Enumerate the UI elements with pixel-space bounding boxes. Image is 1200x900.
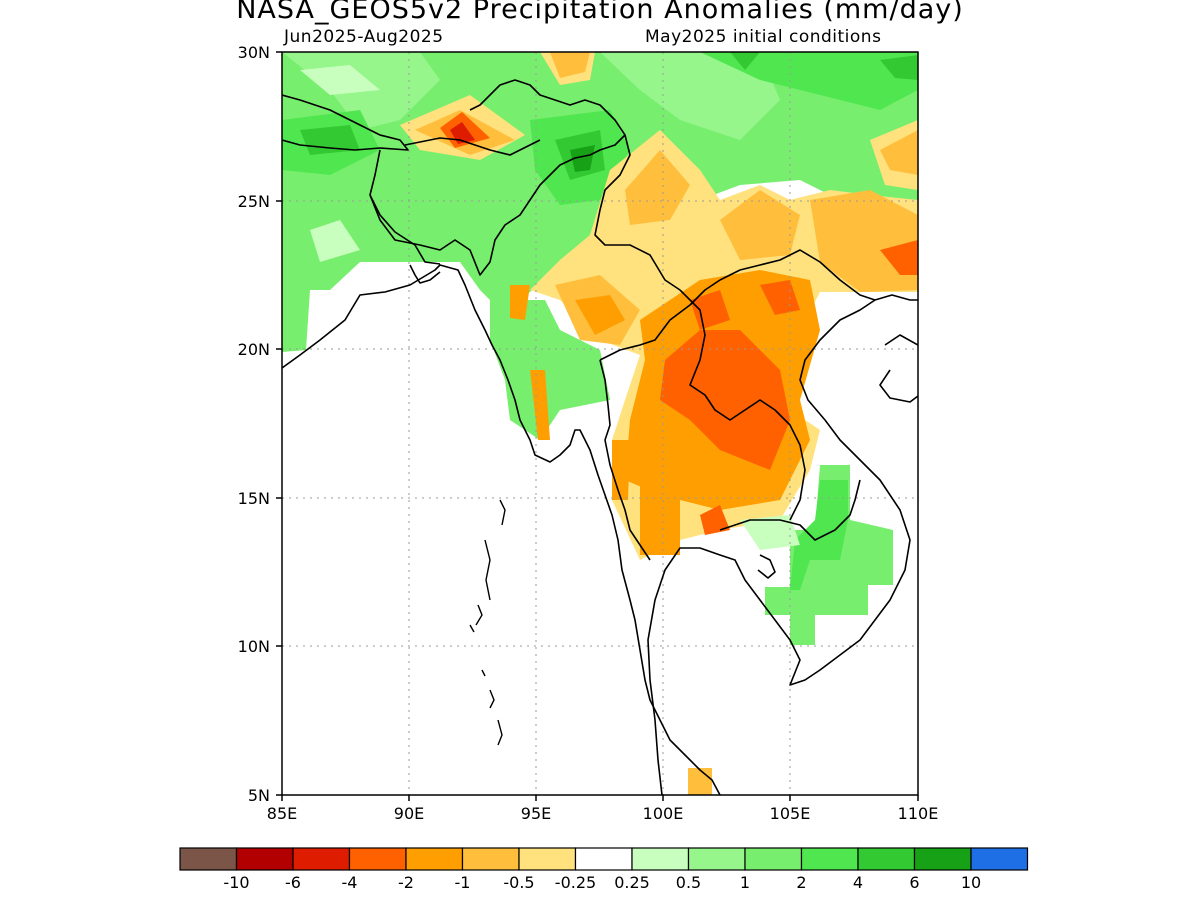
coastline-gulf [647, 294, 918, 795]
forecast-period: Jun2025-Aug2025 [284, 27, 444, 47]
border-vietnam [719, 249, 876, 301]
colorbar-label: -4 [342, 873, 358, 892]
anomaly-region-dry [575, 295, 625, 335]
colorbar: -10 -6 -4 -2 -1 -0.5 -0.25 0.25 0.5 1 2 4 6 10 [179, 847, 1029, 892]
border-northeast-india [369, 79, 626, 276]
gridlines [282, 52, 918, 795]
colorbar-swatch [179, 847, 238, 871]
anomaly-region-dry-strong [880, 240, 918, 275]
colorbar-label: 2 [796, 873, 806, 892]
plot-frame [281, 51, 919, 796]
colorbar-swatch [235, 847, 294, 871]
anomaly-region-dry [550, 52, 590, 78]
y-tick-labels: 30N 25N 20N 15N 10N 5N [238, 43, 270, 805]
colorbar-swatch [800, 847, 859, 871]
anomaly-region-wet-bay [490, 300, 610, 440]
colorbar-swatch [461, 847, 520, 871]
border-myanmar-thailand [599, 359, 651, 561]
colorbar-label: 0.5 [676, 873, 701, 892]
anomaly-region-dry [510, 285, 530, 320]
anomaly-region-wet-strong [730, 52, 760, 70]
coastline-bay [409, 264, 441, 284]
x-tick-label: 100E [643, 804, 684, 823]
map-title: NASA_GEOS5v2 Precipitation Anomalies (mm… [236, 0, 964, 25]
coastline-hainan [884, 334, 918, 346]
coastline-mainland [282, 264, 721, 795]
anomaly-region-dry-strong [690, 290, 730, 330]
colorbar-label: -1 [455, 873, 471, 892]
border-bangladesh [369, 194, 441, 265]
colorbar-label: 1 [740, 873, 750, 892]
anomaly-region-dry-south [688, 768, 712, 795]
y-tick-label: 30N [238, 43, 270, 62]
border-nepal [282, 94, 409, 151]
colorbar-swatch [913, 847, 972, 871]
tonle-sap [757, 554, 776, 579]
initial-conditions-label: May2025 initial conditions [645, 27, 882, 47]
anomaly-region-dry [612, 440, 630, 500]
colorbar-swatch [631, 847, 690, 871]
y-tick-label: 20N [238, 340, 270, 359]
anomaly-region-wet-light [310, 220, 360, 262]
y-tick-label: 5N [248, 786, 270, 805]
colorbar-label: -6 [285, 873, 301, 892]
colorbar-swatch [348, 847, 407, 871]
anomaly-region-wet-light [300, 65, 380, 95]
colorbar-swatch [518, 847, 577, 871]
y-tick-label: 25N [238, 192, 270, 211]
anomaly-region-dry [640, 480, 680, 555]
anomaly-field [282, 52, 918, 795]
anomaly-region-wet-light [740, 515, 800, 550]
colorbar-swatch [744, 847, 803, 871]
colorbar-label: 6 [909, 873, 919, 892]
y-tick-label: 15N [238, 489, 270, 508]
x-tick-label: 90E [394, 804, 424, 823]
colorbar-label: 4 [853, 873, 863, 892]
colorbar-label: 10 [961, 873, 981, 892]
anomaly-region-wet-strong [700, 52, 918, 110]
colorbar-swatch [292, 847, 351, 871]
border-myanmar-china [594, 134, 681, 291]
colorbar-label: -2 [398, 873, 414, 892]
anomaly-region-dry-strong [760, 280, 800, 315]
axis-ticks [276, 51, 919, 801]
coastline-hainan [879, 369, 918, 403]
anomaly-region-dry [625, 150, 690, 225]
x-tick-labels: 85E 90E 95E 100E 105E 110E [267, 804, 939, 823]
anomaly-region-dry [810, 190, 918, 292]
anomaly-region-dry-extreme [450, 122, 475, 144]
colorbar-label: -10 [223, 873, 249, 892]
x-tick-label: 95E [521, 804, 551, 823]
colorbar-label: -0.25 [555, 873, 596, 892]
colorbar-swatch [857, 847, 916, 871]
colorbar-swatch [687, 847, 746, 871]
colorbar-swatch [574, 847, 633, 871]
andaman-islands [469, 499, 506, 746]
colorbar-swatch [405, 847, 464, 871]
anomaly-region-wet-southeast [790, 480, 848, 590]
anomaly-region-wet-core [570, 145, 595, 172]
colorbar-label: -0.5 [503, 873, 534, 892]
border-bhutan [404, 137, 541, 156]
anomaly-region-wet-strong [300, 125, 360, 155]
colorbar-label: 0.25 [614, 873, 650, 892]
anomaly-region-dry [880, 130, 918, 175]
anomaly-region-dry [720, 190, 800, 260]
colorbar-swatch [970, 847, 1029, 871]
y-tick-label: 10N [238, 637, 270, 656]
anomaly-region-wet-west [282, 262, 360, 352]
anomaly-region-dry-strong [660, 330, 790, 470]
border-cambodia [719, 479, 861, 541]
x-tick-label: 110E [898, 804, 939, 823]
x-tick-label: 105E [770, 804, 811, 823]
border-laos [679, 289, 806, 521]
coastlines-and-borders [282, 79, 918, 795]
anomaly-region-dry-strong [700, 505, 730, 535]
anomaly-region-wet-light [600, 52, 780, 140]
anomaly-region-dry [530, 370, 550, 440]
x-tick-label: 85E [267, 804, 297, 823]
anomaly-region-wet-strong [880, 55, 918, 80]
border-thailand [599, 279, 721, 361]
